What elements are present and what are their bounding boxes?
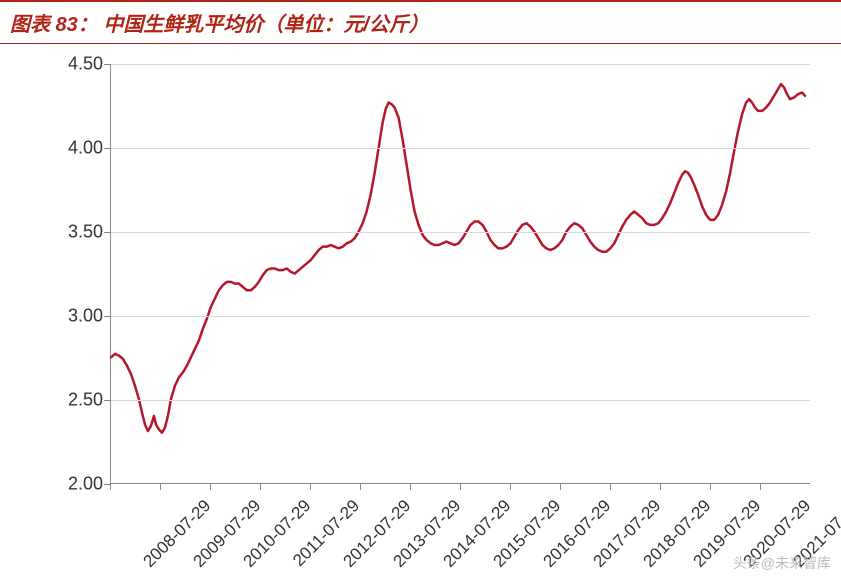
y-tick-label: 3.50 xyxy=(43,222,103,243)
y-tick-label: 4.00 xyxy=(43,138,103,159)
x-tick-mark xyxy=(660,484,661,490)
x-tick-mark xyxy=(410,484,411,490)
y-tick-label: 2.00 xyxy=(43,474,103,495)
chart-title-bar: 图表 83： 中国生鲜乳平均价（单位：元/公斤） xyxy=(0,0,841,44)
x-tick-mark xyxy=(110,484,111,490)
x-tick-mark xyxy=(160,484,161,490)
chart-area: 2.002.503.003.504.004.502008-07-292009-0… xyxy=(0,44,841,574)
y-tick-label: 4.50 xyxy=(43,54,103,75)
x-tick-mark xyxy=(610,484,611,490)
price-line xyxy=(111,84,805,433)
y-tick-mark xyxy=(104,316,110,317)
x-tick-mark xyxy=(560,484,561,490)
y-tick-label: 2.50 xyxy=(43,390,103,411)
y-tick-label: 3.00 xyxy=(43,306,103,327)
y-tick-mark xyxy=(104,148,110,149)
gridline xyxy=(111,316,810,317)
x-tick-mark xyxy=(360,484,361,490)
x-tick-mark xyxy=(460,484,461,490)
x-tick-mark xyxy=(210,484,211,490)
y-tick-mark xyxy=(104,232,110,233)
x-tick-mark xyxy=(260,484,261,490)
gridline xyxy=(111,148,810,149)
gridline xyxy=(111,400,810,401)
x-tick-mark xyxy=(510,484,511,490)
chart-title: 图表 83： 中国生鲜乳平均价（单位：元/公斤） xyxy=(10,14,429,36)
gridline xyxy=(111,232,810,233)
plot-region xyxy=(110,64,810,484)
chart-container: 图表 83： 中国生鲜乳平均价（单位：元/公斤） 2.00 2.50 3.00 3.5… xyxy=(0,0,841,577)
y-tick-mark xyxy=(104,400,110,401)
y-tick-mark xyxy=(104,64,110,65)
gridline xyxy=(111,64,810,65)
x-tick-mark xyxy=(760,484,761,490)
x-tick-mark xyxy=(310,484,311,490)
watermark: 头条@未来智库 xyxy=(733,553,831,573)
x-tick-mark xyxy=(710,484,711,490)
line-series xyxy=(111,64,810,483)
